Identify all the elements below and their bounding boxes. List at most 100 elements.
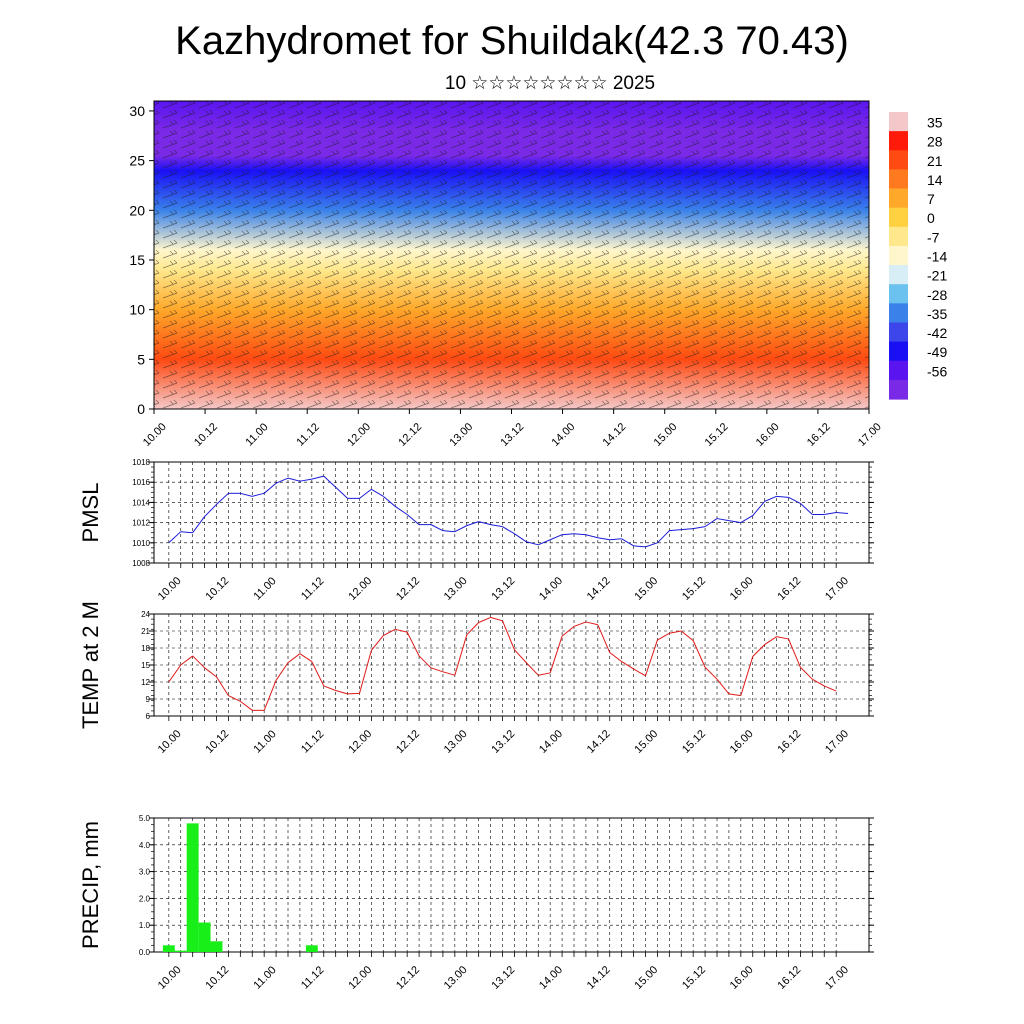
temp-segment: [538, 672, 551, 676]
xtick-label: 13.12: [489, 964, 517, 992]
temp-segment: [776, 636, 789, 640]
xtick-label: 16.00: [728, 575, 756, 603]
colorbar-swatch: [889, 379, 908, 400]
temp-segment: [371, 635, 384, 651]
panel-ylabel: TEMP at 2 M: [78, 601, 103, 729]
heatmap-xtick-label: 12.00: [345, 421, 373, 449]
chart-title: Kazhydromet for Shuildak(42.3 70.43): [175, 19, 849, 63]
temp-segment: [800, 666, 813, 680]
temp-segment: [514, 649, 527, 664]
pmsl-segment: [764, 495, 777, 502]
colorbar-swatch: [889, 322, 908, 343]
pmsl-segment: [776, 495, 789, 498]
xtick-label: 14.12: [585, 964, 613, 992]
heatmap-xtick-label: 11.00: [243, 421, 270, 448]
ytick-label: 21: [141, 627, 150, 636]
ytick-label: 4.0: [139, 841, 151, 850]
colorbar-label: -35: [927, 306, 947, 322]
pmsl-segment: [311, 475, 324, 480]
temp-segment: [275, 662, 289, 681]
xtick-label: 17.00: [823, 728, 851, 756]
temp-segment: [549, 635, 563, 674]
colorbar-swatch: [889, 150, 908, 170]
heatmap-xtick-label: 13.12: [498, 421, 526, 449]
pmsl-segment: [597, 537, 610, 541]
colorbar-swatch: [889, 360, 908, 381]
pmsl-segment: [549, 534, 563, 541]
xtick-label: 12.00: [346, 728, 374, 756]
temperature-colorbar: 35 28 21 14 7 0 -7 -14 -21 -28 -35 -42 -49 -56: [889, 112, 947, 400]
heatmap-ytick-label: 25: [129, 153, 145, 169]
heatmap-xtick-label: 16.00: [754, 421, 782, 449]
ytick-label: 24: [141, 610, 150, 619]
xtick-label: 16.00: [728, 728, 756, 756]
colorbar-label: -28: [927, 287, 947, 303]
heatmap-xtick-label: 17.00: [856, 421, 884, 449]
heatmap-xtick-label: 10.12: [192, 421, 220, 449]
upper-air-cross-section: 0 5 10 15 20 25 30 10.00 10.12 11.00 11.12 12.00 12.…: [129, 100, 884, 449]
pmsl-segment: [633, 545, 646, 548]
temp-segment: [228, 695, 241, 702]
temp-segment: [573, 621, 587, 627]
heatmap-ytick-label: 30: [129, 103, 145, 119]
heatmap-xtick-label: 12.12: [396, 421, 424, 449]
xtick-label: 10.12: [203, 575, 231, 603]
heatmap-xtick-label: 16.12: [805, 421, 833, 449]
colorbar-label: 7: [927, 191, 935, 207]
xtick-label: 13.12: [489, 575, 517, 603]
ytick-label: 1018: [132, 458, 150, 467]
pmsl-segment: [824, 512, 837, 516]
heatmap-xtick-label: 15.00: [652, 421, 680, 449]
pmsl-segment: [669, 529, 682, 532]
pmsl-segment: [442, 530, 455, 533]
temp-segment: [442, 671, 455, 676]
temp-segment: [383, 628, 396, 636]
pmsl-segment: [478, 521, 491, 526]
xtick-label: 14.00: [537, 728, 565, 756]
colorbar-label: -56: [927, 363, 947, 379]
colorbar-swatch: [889, 284, 908, 304]
precip-bar: [174, 950, 187, 952]
colorbar-label: 14: [927, 172, 943, 188]
temp-segment: [240, 700, 253, 711]
xtick-label: 17.00: [823, 964, 851, 992]
precip-bar: [210, 941, 223, 952]
xtick-label: 10.12: [203, 728, 231, 756]
panel-ylabel: PRECIP, mm: [78, 821, 103, 949]
temp-segment: [609, 652, 622, 662]
colorbar-swatch: [889, 188, 908, 209]
pmsl-segment: [204, 504, 217, 517]
pmsl-segment: [800, 503, 813, 515]
xtick-label: 17.00: [823, 575, 851, 603]
pmsl-segment: [252, 492, 265, 497]
pmsl-segment: [466, 521, 479, 527]
pmsl-segment: [585, 534, 598, 539]
temp-segment: [728, 693, 741, 697]
temp-segment: [263, 680, 277, 711]
temp-segment: [525, 662, 539, 676]
colorbar-label: 0: [927, 210, 935, 226]
ytick-label: 3.0: [139, 868, 151, 877]
ytick-label: 0.0: [139, 948, 151, 957]
heatmap-xtick-label: 13.00: [447, 421, 475, 449]
colorbar-swatch: [889, 112, 908, 132]
colorbar-label: -14: [927, 249, 947, 265]
pmsl-segment: [836, 512, 849, 515]
temp-segment: [692, 640, 706, 668]
pmsl-segment: [657, 530, 670, 544]
temp-segment: [430, 667, 444, 673]
temp-segment: [311, 661, 325, 687]
ytick-label: 1.0: [139, 921, 151, 930]
xtick-label: 15.12: [680, 964, 708, 992]
pmsl-segment: [216, 492, 229, 505]
pmsl-segment: [287, 477, 301, 482]
pmsl-segment: [621, 538, 634, 547]
xtick-label: 11.00: [251, 575, 278, 602]
xtick-label: 12.12: [394, 728, 422, 756]
temp-segment: [180, 655, 193, 666]
temp-segment: [204, 667, 217, 678]
pmsl-segment: [502, 526, 515, 535]
xtick-label: 13.12: [489, 728, 517, 756]
heatmap-ytick-label: 20: [129, 202, 145, 218]
pmsl-segment: [430, 524, 444, 532]
